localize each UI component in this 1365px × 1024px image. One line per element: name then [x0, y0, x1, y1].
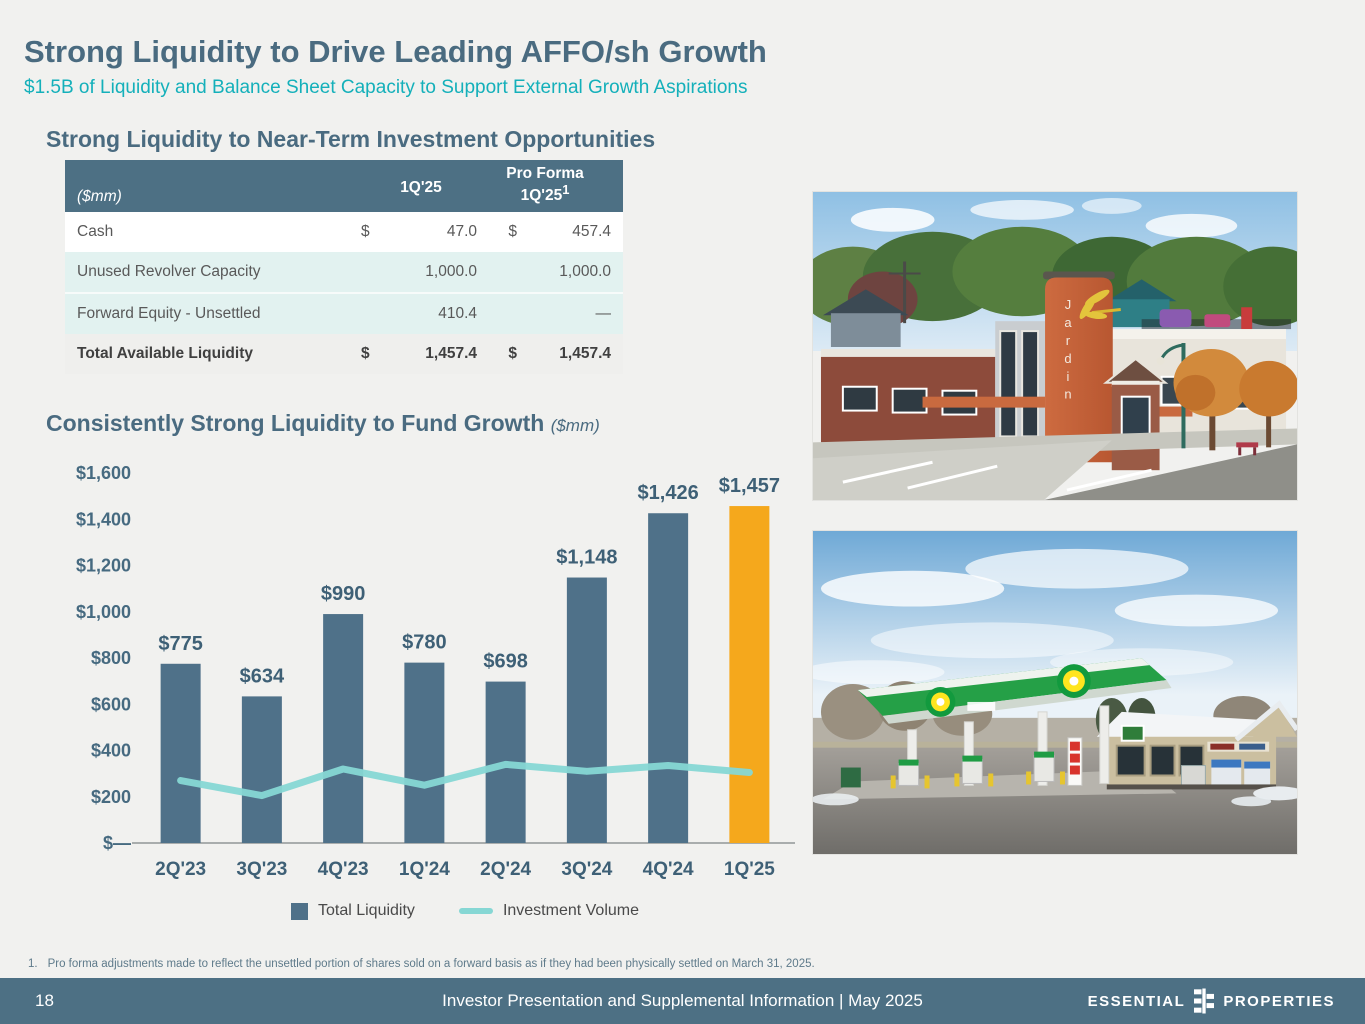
table-total-row: Total Available Liquidity $ 1,457.4 $ 1,…: [65, 334, 623, 374]
svg-text:4Q'23: 4Q'23: [318, 859, 369, 880]
chart-heading-unit: ($mm): [550, 416, 600, 435]
cell-value: 1,000.0: [559, 263, 611, 280]
legend-line-swatch: [458, 908, 493, 914]
company-logo: ESSENTIAL PROPERTIES: [1088, 988, 1335, 1014]
chart-section-heading: Consistently Strong Liquidity to Fund Gr…: [46, 410, 600, 437]
footnote-marker: 1.: [28, 958, 38, 970]
table-row: Unused Revolver Capacity 1,000.0 1,000.0: [65, 252, 623, 292]
chart-heading-text: Consistently Strong Liquidity to Fund Gr…: [46, 410, 545, 436]
cell-currency: $: [361, 345, 370, 362]
page-number: 18: [35, 991, 54, 1010]
svg-text:1Q'25: 1Q'25: [724, 859, 775, 880]
svg-text:3Q'24: 3Q'24: [561, 859, 612, 880]
liquidity-table: ($mm) 1Q'25 Pro Forma 1Q'251 Cash $ 47.0…: [65, 160, 623, 374]
cell-value: 410.4: [438, 305, 477, 322]
table-col-proforma: Pro Forma 1Q'251: [479, 161, 611, 205]
svg-text:$780: $780: [402, 632, 447, 654]
page-title: Strong Liquidity to Drive Leading AFFO/s…: [24, 34, 767, 69]
svg-text:n: n: [1064, 387, 1071, 402]
logo-text-properties: PROPERTIES: [1223, 992, 1335, 1010]
proforma-footnote-ref: 1: [562, 181, 570, 197]
legend-bar-swatch: [290, 902, 308, 920]
legend-item-total-liquidity: Total Liquidity: [290, 902, 415, 920]
cell-label: Total Available Liquidity: [77, 345, 253, 362]
cell-value: 47.0: [446, 223, 477, 240]
cell-value: 457.4: [572, 223, 611, 240]
svg-text:$698: $698: [483, 651, 528, 673]
svg-text:2Q'23: 2Q'23: [155, 859, 206, 880]
svg-text:$1,000: $1,000: [76, 602, 131, 622]
photo-jardin-illustration: Jar din: [813, 192, 1297, 500]
cell-value: 1,000.0: [425, 263, 477, 280]
svg-text:$800: $800: [91, 648, 131, 668]
svg-text:$400: $400: [91, 741, 131, 761]
table-header-row: ($mm) 1Q'25 Pro Forma 1Q'251: [65, 160, 623, 212]
svg-text:$200: $200: [91, 787, 131, 807]
cell-label: Forward Equity - Unsettled: [77, 305, 261, 322]
svg-text:$990: $990: [321, 583, 366, 605]
svg-text:$1,600: $1,600: [76, 463, 131, 483]
cell-currency: $: [361, 223, 370, 240]
proforma-line1: Pro Forma: [506, 165, 584, 183]
svg-text:$1,148: $1,148: [556, 547, 617, 569]
table-row: Forward Equity - Unsettled 410.4 —: [65, 292, 623, 334]
legend-label: Investment Volume: [502, 902, 640, 919]
svg-text:$1,426: $1,426: [638, 482, 699, 504]
cell-value: 1,457.4: [559, 345, 611, 362]
page-subtitle: $1.5B of Liquidity and Balance Sheet Cap…: [24, 77, 748, 98]
photo-bp-illustration: [813, 531, 1297, 854]
photo-bp-gas-station: [812, 530, 1298, 855]
svg-text:$1,457: $1,457: [719, 475, 780, 497]
svg-text:a: a: [1064, 315, 1072, 330]
svg-text:$—: $—: [103, 833, 131, 853]
svg-text:2Q'24: 2Q'24: [480, 859, 531, 880]
svg-text:1Q'24: 1Q'24: [399, 859, 450, 880]
legend-item-investment-volume: Investment Volume: [458, 902, 640, 920]
footer-bar: 18 Investor Presentation and Supplementa…: [0, 978, 1365, 1024]
legend-label: Total Liquidity: [317, 902, 415, 919]
logo-text-essential: ESSENTIAL: [1087, 992, 1186, 1010]
table-unit-header: ($mm): [77, 188, 122, 205]
table-row: Cash $ 47.0 $ 457.4: [65, 212, 623, 252]
table-col-1q25: 1Q'25: [400, 179, 442, 197]
cell-value: 1,457.4: [425, 345, 477, 362]
cell-label: Cash: [77, 223, 114, 240]
svg-text:d: d: [1064, 351, 1071, 366]
footer-center-text: Investor Presentation and Supplemental I…: [442, 991, 923, 1010]
cell-value: —: [595, 305, 612, 322]
footnote-text: Pro forma adjustments made to reflect th…: [47, 958, 815, 970]
footnote: 1. Pro forma adjustments made to reflect…: [28, 958, 1128, 970]
svg-text:$634: $634: [240, 665, 285, 687]
cell-currency: $: [508, 345, 517, 362]
liquidity-chart: $— $200 $400 $600 $800 $1,000 $1,200 $1,400 $1,6…: [76, 463, 795, 880]
chart-legend: Total Liquidity Investment Volume: [140, 902, 790, 920]
svg-text:i: i: [1067, 369, 1070, 384]
proforma-line2: 1Q'25: [520, 187, 563, 205]
svg-text:3Q'23: 3Q'23: [236, 859, 287, 880]
svg-text:J: J: [1065, 297, 1071, 312]
cell-label: Unused Revolver Capacity: [77, 263, 261, 280]
svg-text:$1,400: $1,400: [76, 509, 131, 529]
svg-text:$1,200: $1,200: [76, 556, 131, 576]
cell-currency: $: [508, 223, 517, 240]
svg-text:r: r: [1066, 333, 1071, 348]
svg-text:4Q'24: 4Q'24: [643, 859, 694, 880]
svg-text:$600: $600: [91, 694, 131, 714]
essential-properties-logo-icon: [1194, 988, 1215, 1014]
table-section-heading: Strong Liquidity to Near-Term Investment…: [46, 126, 656, 152]
svg-text:$775: $775: [158, 633, 203, 655]
